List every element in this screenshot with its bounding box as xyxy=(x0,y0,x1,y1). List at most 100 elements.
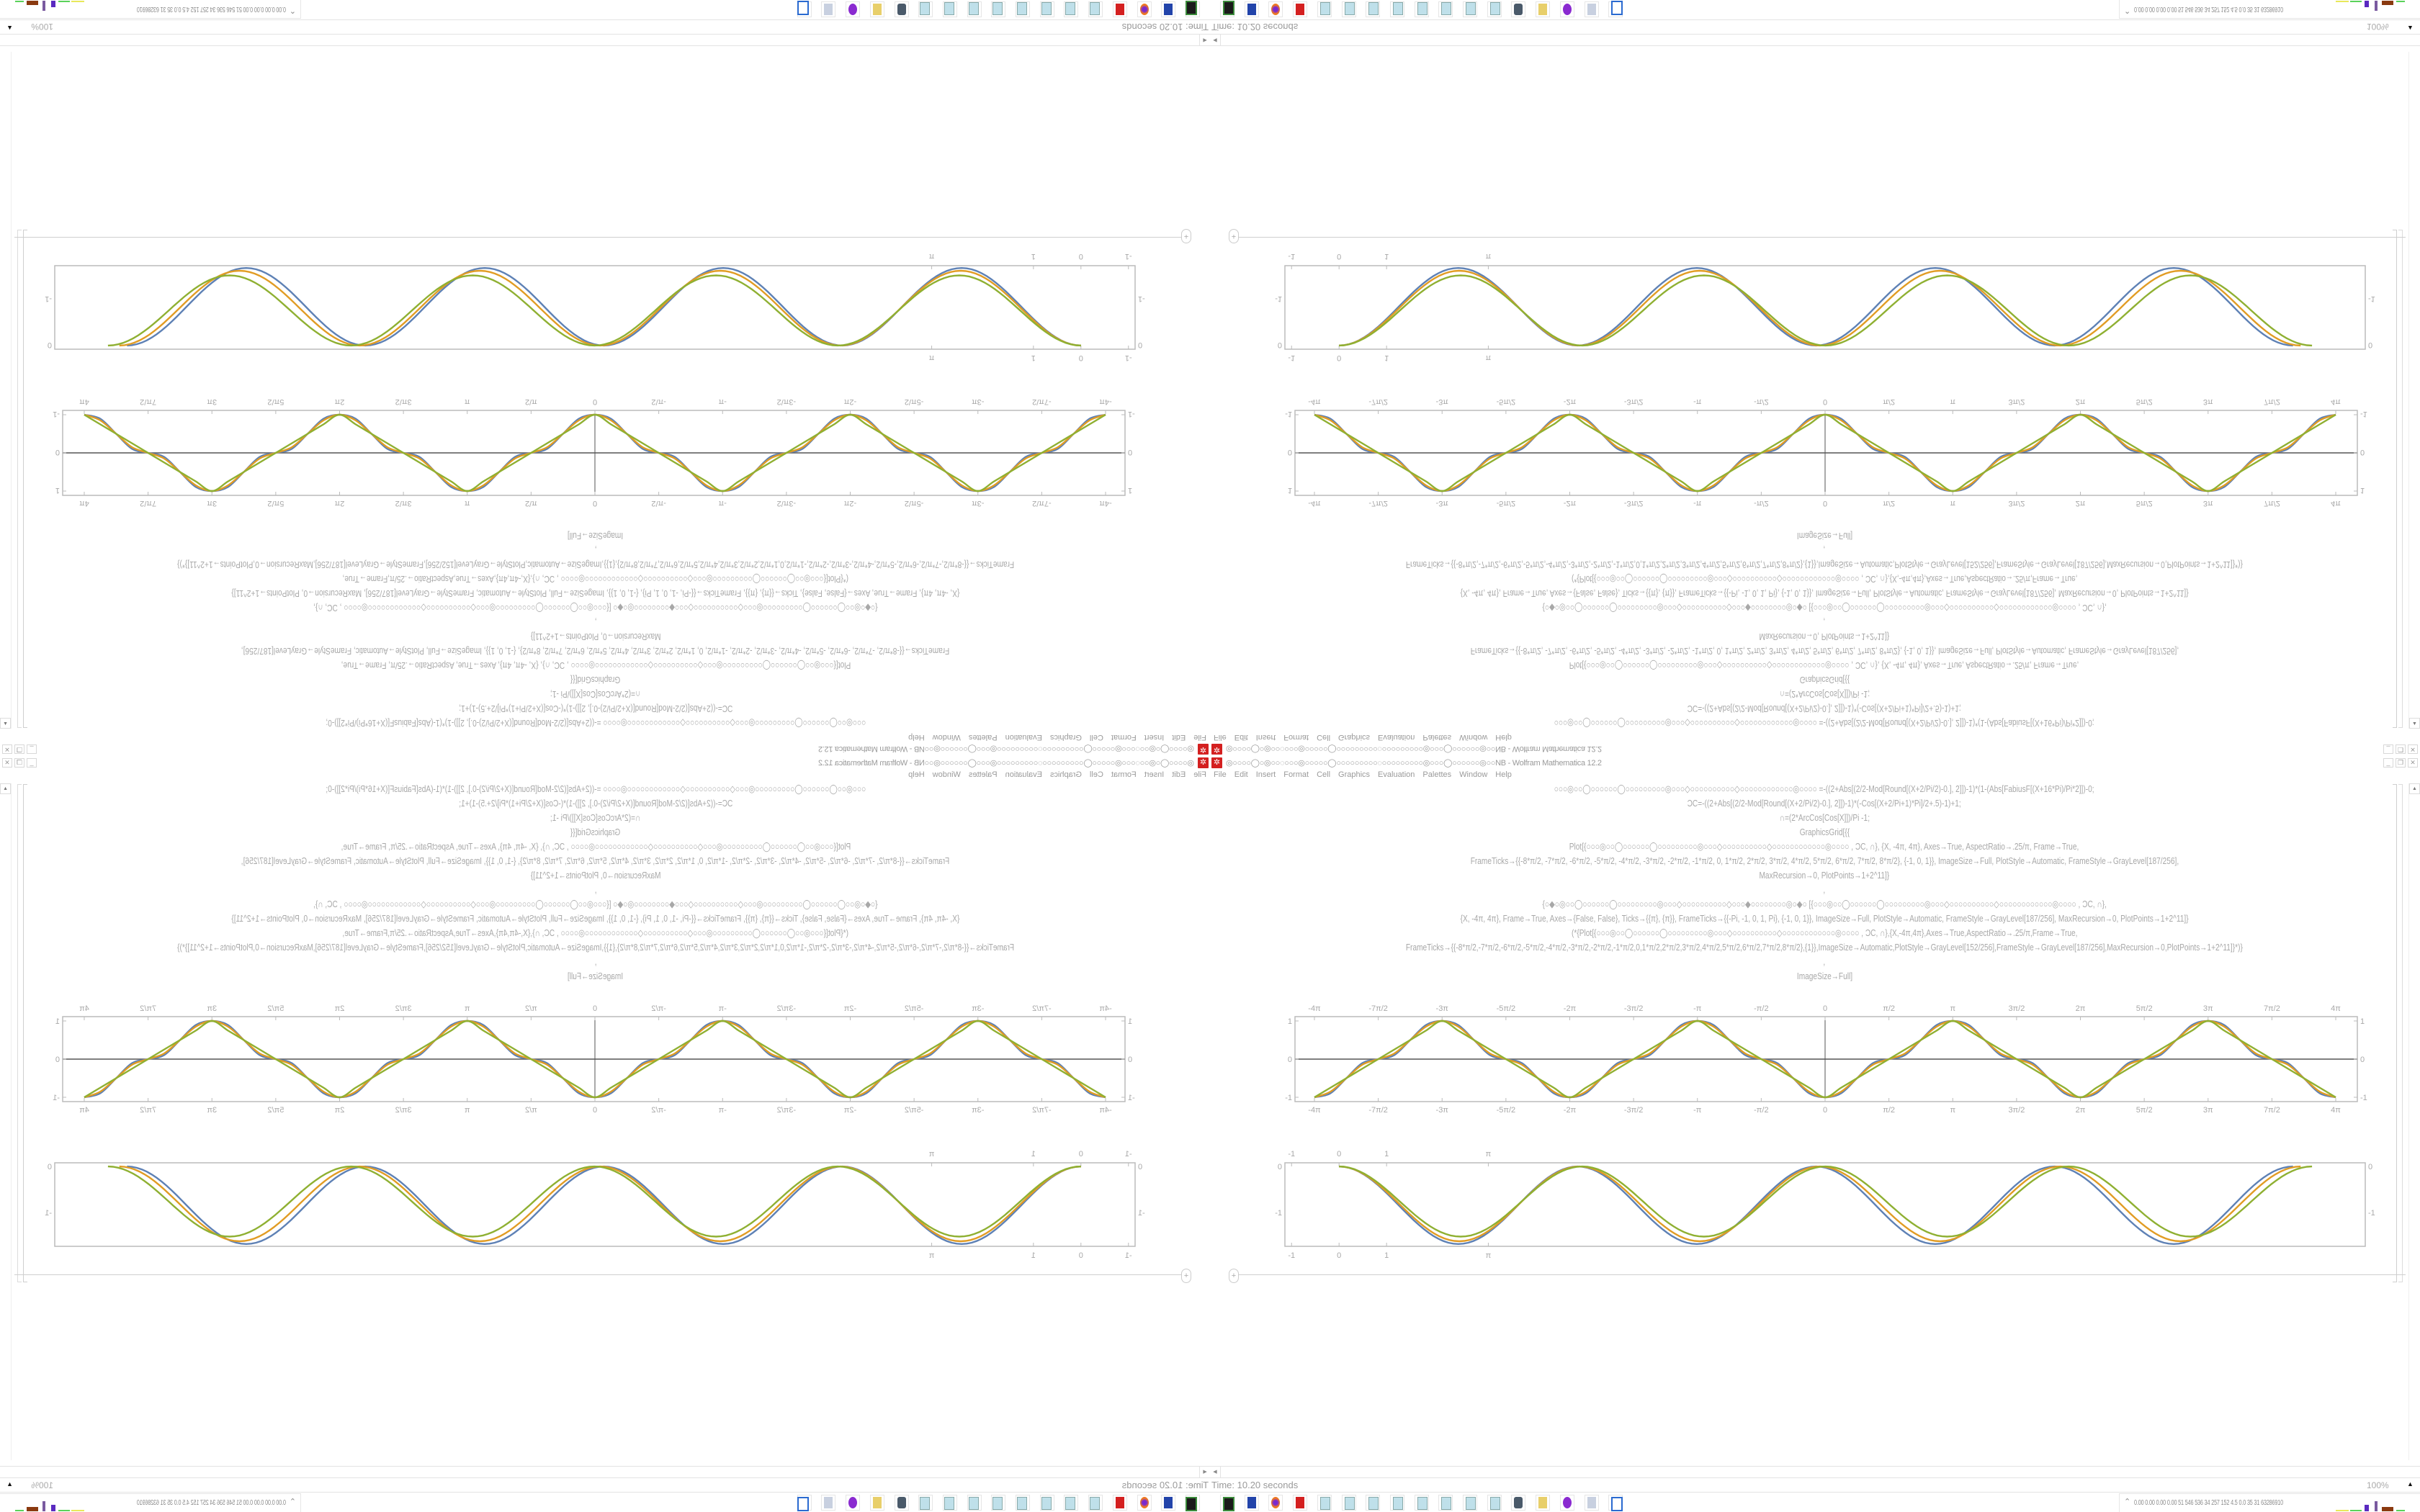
menu-window[interactable]: Window xyxy=(1459,770,1488,779)
scroll-up-icon[interactable]: ▲ xyxy=(2409,783,2420,794)
taskbar-button[interactable] xyxy=(1112,1495,1127,1511)
taskbar-button[interactable] xyxy=(918,1,933,17)
zoom-level[interactable]: 100% xyxy=(2367,1480,2389,1490)
menu-insert[interactable]: Insert xyxy=(1255,770,1276,779)
group-bracket[interactable] xyxy=(17,784,22,1282)
taskbar-button[interactable] xyxy=(967,1495,982,1511)
taskbar-button[interactable] xyxy=(1487,1495,1502,1511)
menu-format[interactable]: Format xyxy=(1283,770,1309,779)
menu-file[interactable]: File xyxy=(1214,770,1227,779)
taskbar-button[interactable] xyxy=(1039,1495,1054,1511)
scroll-left-icon[interactable]: ◀ xyxy=(1210,1467,1221,1477)
horizontal-scrollbar[interactable]: ◀ xyxy=(1210,1466,2420,1478)
taskbar-button[interactable] xyxy=(869,1,884,17)
zoom-level[interactable]: 100% xyxy=(31,1480,53,1490)
taskbar-button[interactable] xyxy=(1341,1495,1356,1511)
taskbar-button[interactable] xyxy=(1317,1,1332,17)
add-cell-button[interactable]: + xyxy=(1181,229,1191,243)
taskbar-button[interactable] xyxy=(1186,1,1200,17)
group-bracket[interactable] xyxy=(2398,784,2403,1282)
taskbar-button[interactable] xyxy=(1220,1,1234,17)
taskbar-button[interactable] xyxy=(1268,1495,1283,1511)
taskbar-button[interactable] xyxy=(1064,1,1079,17)
cell-bracket[interactable] xyxy=(2393,230,2397,728)
menu-edit[interactable]: Edit xyxy=(1234,770,1248,779)
tray-expand-icon[interactable]: ▲ xyxy=(6,1480,13,1488)
taskbar-button[interactable] xyxy=(1220,1495,1234,1511)
taskbar-button[interactable] xyxy=(1064,1495,1079,1511)
cell-bracket[interactable] xyxy=(2393,784,2397,1282)
chevron-up-icon[interactable]: ⌃ xyxy=(289,6,296,14)
taskbar-button[interactable] xyxy=(1161,1495,1176,1511)
taskbar-button[interactable] xyxy=(918,1495,933,1511)
group-bracket[interactable] xyxy=(2398,230,2403,728)
taskbar-button[interactable] xyxy=(1112,1,1127,17)
add-cell-button[interactable]: + xyxy=(1229,1269,1239,1283)
taskbar-button[interactable] xyxy=(1463,1495,1477,1511)
taskbar-button[interactable] xyxy=(1268,1,1283,17)
restore-button[interactable]: ❐ xyxy=(2396,758,2406,768)
tray-expand-icon[interactable]: ▲ xyxy=(2407,1480,2414,1488)
taskbar-button[interactable] xyxy=(1186,1495,1200,1511)
vertical-scrollbar[interactable]: ▲ xyxy=(2408,52,2420,729)
menu-help[interactable]: Help xyxy=(1495,770,1512,779)
horizontal-scrollbar[interactable]: ◀ xyxy=(0,1466,1210,1478)
taskbar-button[interactable] xyxy=(1438,1495,1453,1511)
chevron-up-icon[interactable]: ⌃ xyxy=(289,1498,296,1506)
minimize-button[interactable]: _ xyxy=(2383,758,2393,768)
taskbar-button[interactable] xyxy=(1511,1495,1526,1511)
taskbar-button[interactable] xyxy=(797,1,812,17)
taskbar-button[interactable] xyxy=(991,1495,1006,1511)
taskbar-button[interactable] xyxy=(1137,1,1152,17)
taskbar-button[interactable] xyxy=(991,1,1006,17)
menu-palettes[interactable]: Palettes xyxy=(1422,770,1452,779)
taskbar-button[interactable] xyxy=(943,1,957,17)
scroll-left-icon[interactable]: ◀ xyxy=(1199,1467,1210,1477)
zoom-level[interactable]: 100% xyxy=(31,22,53,32)
taskbar-button[interactable] xyxy=(1487,1,1502,17)
tray-expand-icon[interactable]: ▲ xyxy=(6,24,13,32)
taskbar-button[interactable] xyxy=(869,1495,884,1511)
menu-graphics[interactable]: Graphics xyxy=(1338,770,1371,779)
scroll-up-icon[interactable]: ▲ xyxy=(2409,718,2420,729)
taskbar-button[interactable] xyxy=(1293,1495,1308,1511)
scroll-left-icon[interactable]: ◀ xyxy=(1210,35,1221,45)
taskbar-button[interactable] xyxy=(846,1,861,17)
taskbar-button[interactable] xyxy=(821,1,836,17)
taskbar-button[interactable] xyxy=(1536,1,1551,17)
menu-cell[interactable]: Cell xyxy=(1317,770,1331,779)
taskbar-button[interactable] xyxy=(1016,1495,1031,1511)
scroll-up-icon[interactable]: ▲ xyxy=(0,783,11,794)
chevron-up-icon[interactable]: ⌃ xyxy=(2124,6,2131,14)
taskbar-button[interactable] xyxy=(821,1495,836,1511)
add-cell-button[interactable]: + xyxy=(1181,1269,1191,1283)
taskbar-button[interactable] xyxy=(1584,1495,1599,1511)
taskbar-button[interactable] xyxy=(1414,1,1429,17)
chevron-up-icon[interactable]: ⌃ xyxy=(2124,1498,2131,1506)
taskbar-button[interactable] xyxy=(943,1495,957,1511)
zoom-level[interactable]: 100% xyxy=(2367,22,2389,32)
taskbar-button[interactable] xyxy=(1088,1495,1103,1511)
taskbar-button[interactable] xyxy=(1608,1495,1623,1511)
menu-evaluation[interactable]: Evaluation xyxy=(1378,770,1415,779)
taskbar-button[interactable] xyxy=(1608,1,1623,17)
taskbar-button[interactable] xyxy=(1389,1495,1404,1511)
taskbar-button[interactable] xyxy=(1389,1,1404,17)
taskbar-button[interactable] xyxy=(1414,1495,1429,1511)
taskbar-button[interactable] xyxy=(894,1,909,17)
taskbar-button[interactable] xyxy=(1559,1495,1574,1511)
taskbar-button[interactable] xyxy=(1088,1,1103,17)
add-cell-button[interactable]: + xyxy=(1229,229,1239,243)
group-bracket[interactable] xyxy=(17,230,22,728)
scroll-up-icon[interactable]: ▲ xyxy=(0,718,11,729)
taskbar-button[interactable] xyxy=(1438,1,1453,17)
taskbar-button[interactable] xyxy=(894,1495,909,1511)
vertical-scrollbar[interactable]: ▲ xyxy=(0,52,12,729)
taskbar-button[interactable] xyxy=(1584,1,1599,17)
taskbar-button[interactable] xyxy=(1536,1495,1551,1511)
close-button[interactable]: ✕ xyxy=(2408,758,2418,768)
horizontal-scrollbar[interactable]: ◀ xyxy=(1210,34,2420,46)
taskbar-button[interactable] xyxy=(1039,1,1054,17)
taskbar-button[interactable] xyxy=(846,1495,861,1511)
taskbar-button[interactable] xyxy=(1317,1495,1332,1511)
